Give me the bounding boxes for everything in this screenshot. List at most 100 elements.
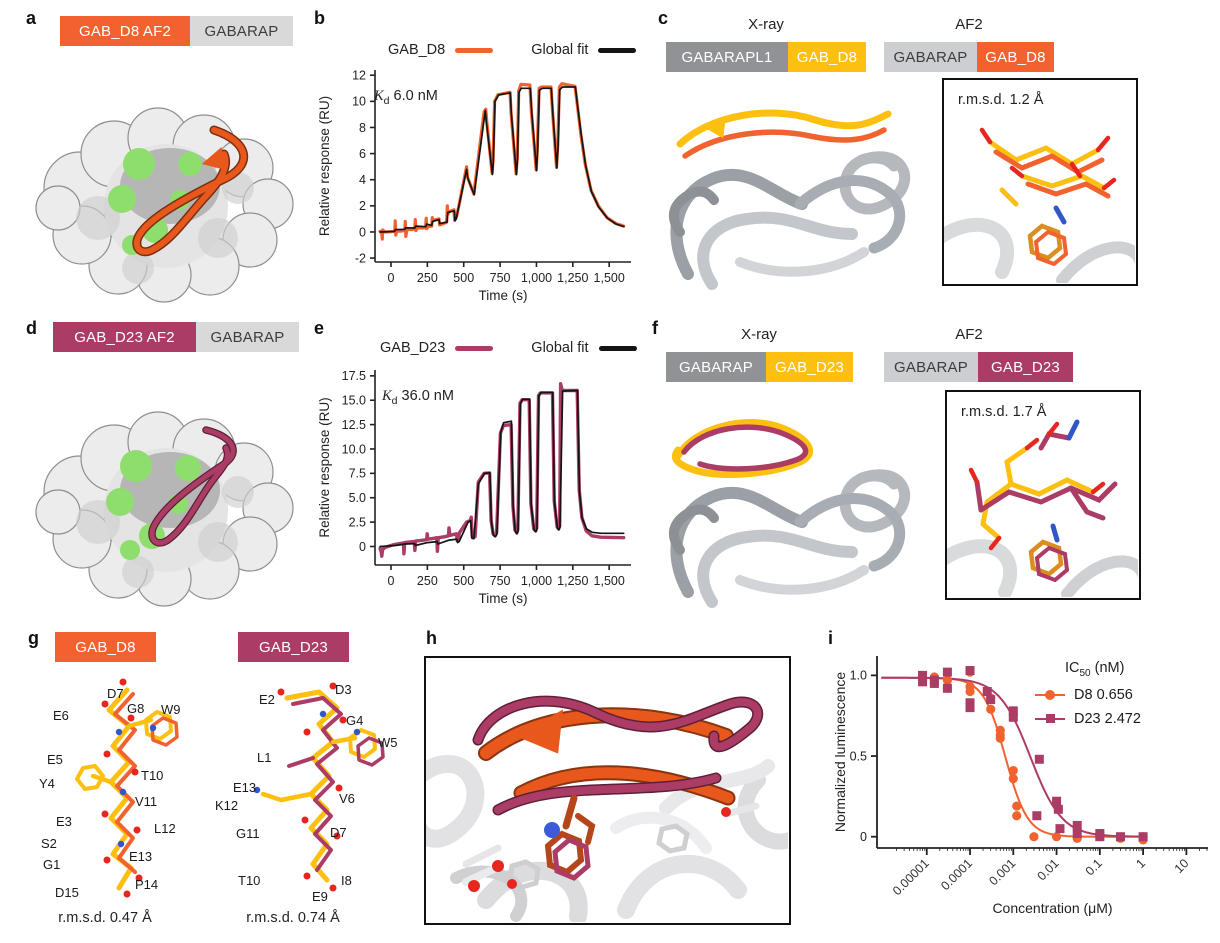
global-fit-legend-swatch-e (598, 345, 637, 351)
svg-text:Concentration (μM): Concentration (μM) (992, 900, 1112, 916)
spr-d8-legend-label: GAB_D8 (388, 42, 446, 58)
residue-label: G8 (127, 701, 145, 716)
svg-text:-2: -2 (355, 251, 366, 265)
svg-text:Time (s): Time (s) (479, 591, 528, 606)
af2-header-f: AF2 (955, 326, 983, 343)
tag-gabarap: GABARAP (190, 16, 293, 46)
panel-letter-h: h (426, 628, 437, 648)
residue-label: K12 (215, 798, 239, 813)
residue-label: D7 (107, 686, 124, 701)
global-fit-legend-swatch (598, 47, 637, 53)
svg-text:1,000: 1,000 (521, 574, 552, 588)
xray-header-c: X-ray (748, 16, 784, 33)
peptide-sticks-d23: E2 D3 G4 L1 W5 E13 K12 V6 G11 D7 T10 I8 E9 (215, 668, 405, 908)
rmsd-caption-d23: r.m.s.d. 0.74 Å (246, 910, 340, 926)
residue-label: E13 (129, 849, 153, 864)
ribbon-overlay-d8-art (669, 109, 911, 290)
d23-marker (1035, 714, 1065, 724)
svg-text:0.00001: 0.00001 (890, 856, 932, 898)
panel-letter-i: i (828, 628, 834, 648)
svg-text:4: 4 (359, 173, 366, 187)
panel-f-xray-tags: GABARAP GAB_D23 (666, 352, 853, 382)
svg-text:1,250: 1,250 (557, 271, 588, 285)
panel-letter-b: b (314, 8, 325, 28)
panel-letter-g: g (28, 628, 39, 648)
inset-box-f: r.m.s.d. 1.7 Å (945, 390, 1141, 600)
svg-text:2: 2 (359, 199, 366, 213)
residue-label: W5 (378, 735, 398, 750)
svg-text:0.0001: 0.0001 (938, 856, 975, 893)
residue-label: V11 (135, 794, 158, 809)
rmsd-caption-d8: r.m.s.d. 0.47 Å (58, 910, 152, 926)
panel-letter-d: d (26, 318, 37, 338)
ic50-legend: IC50 (nM) D8 0.656 D23 2.472 (1035, 660, 1141, 727)
svg-text:0: 0 (388, 574, 395, 588)
svg-text:1,500: 1,500 (594, 271, 625, 285)
tag-gab-d23-xray: GAB_D23 (766, 352, 853, 382)
svg-text:0.01: 0.01 (1035, 856, 1062, 883)
svg-text:1,000: 1,000 (521, 271, 552, 285)
svg-text:0: 0 (359, 225, 366, 239)
svg-text:2.5: 2.5 (349, 515, 366, 529)
panel-letter-f: f (652, 318, 658, 338)
spr-d8-legend-swatch (455, 47, 494, 53)
ic50-legend-title: IC50 (nM) (1065, 660, 1125, 679)
residue-label: T10 (238, 873, 261, 888)
svg-text:250: 250 (417, 271, 438, 285)
svg-text:250: 250 (417, 574, 438, 588)
af2-header-c: AF2 (955, 16, 983, 33)
svg-text:Normalized luminescence: Normalized luminescence (832, 672, 848, 833)
tag-gab-d8-xray: GAB_D8 (788, 42, 866, 72)
tag-gab-d8-af2-c: GAB_D8 (977, 42, 1054, 72)
panel-letter-c: c (658, 8, 669, 28)
svg-text:0.001: 0.001 (986, 856, 1018, 888)
tag-gabarap-xray-f: GABARAP (666, 352, 766, 382)
svg-text:0: 0 (388, 271, 395, 285)
panel-c-xray-tags: GABARAPL1 GAB_D8 (666, 42, 866, 72)
d23-ic50-label: D23 2.472 (1074, 710, 1141, 727)
svg-text:1,500: 1,500 (594, 574, 625, 588)
kd-annotation-d23: Kd 36.0 nM (382, 388, 454, 407)
spr-d23-legend-label: GAB_D23 (380, 340, 446, 356)
spr-d8-legend: GAB_D8 Global fit (388, 42, 637, 58)
residue-label: L1 (257, 750, 272, 765)
global-fit-legend-label: Global fit (531, 42, 589, 58)
svg-text:10.0: 10.0 (342, 442, 366, 456)
svg-text:17.5: 17.5 (342, 369, 366, 383)
svg-text:5.0: 5.0 (349, 491, 366, 505)
residue-label: P14 (135, 877, 159, 892)
panel-f-af2-tags: GABARAP GAB_D23 (884, 352, 1073, 382)
gabarap-surface-gab-d23-art (35, 411, 294, 607)
svg-text:12.5: 12.5 (342, 418, 366, 432)
d8-marker (1035, 689, 1065, 700)
svg-text:10: 10 (1172, 856, 1192, 876)
panel-d-tags: GAB_D23 AF2 GABARAP (53, 322, 299, 352)
residue-label: S2 (41, 836, 57, 851)
spr-sensorgram-d8: -2 0 2 4 6 8 10 12 0 250 500 750 1,000 1,250 1,500 Time… (317, 69, 631, 303)
tag-gab-d23-af2: GAB_D23 AF2 (53, 322, 196, 352)
xray-header-f: X-ray (741, 326, 777, 343)
kd-annotation-d8: Kd 6.0 nM (374, 88, 438, 107)
tag-gabarap-af2: GABARAP (884, 42, 977, 72)
residue-label: G4 (346, 713, 364, 728)
tag-gabarapl1: GABARAPL1 (666, 42, 788, 72)
residue-label: D7 (330, 825, 347, 840)
svg-text:8: 8 (359, 121, 366, 135)
panel-c-af2-tags: GABARAP GAB_D8 (884, 42, 1054, 72)
peptide-sticks-d8-art (75, 678, 179, 898)
inset-sticks-d8-art (944, 127, 1135, 283)
residue-label: G1 (43, 857, 61, 872)
ic50-legend-row-d8: D8 0.656 (1035, 687, 1141, 703)
residue-label: Y4 (39, 776, 55, 791)
residue-label: E9 (312, 889, 328, 904)
gabarap-surface-gab-d8-art (35, 107, 294, 303)
svg-text:0.5: 0.5 (850, 749, 867, 763)
global-fit-legend-label-e: Global fit (531, 340, 589, 356)
overlay-closeup-box (407, 656, 798, 925)
svg-text:10: 10 (352, 95, 366, 109)
residue-label: E6 (53, 708, 69, 723)
svg-text:6: 6 (359, 147, 366, 161)
panel-letter-e: e (314, 318, 325, 338)
spr-d23-legend: GAB_D23 Global fit (380, 340, 637, 356)
svg-text:0: 0 (359, 540, 366, 554)
